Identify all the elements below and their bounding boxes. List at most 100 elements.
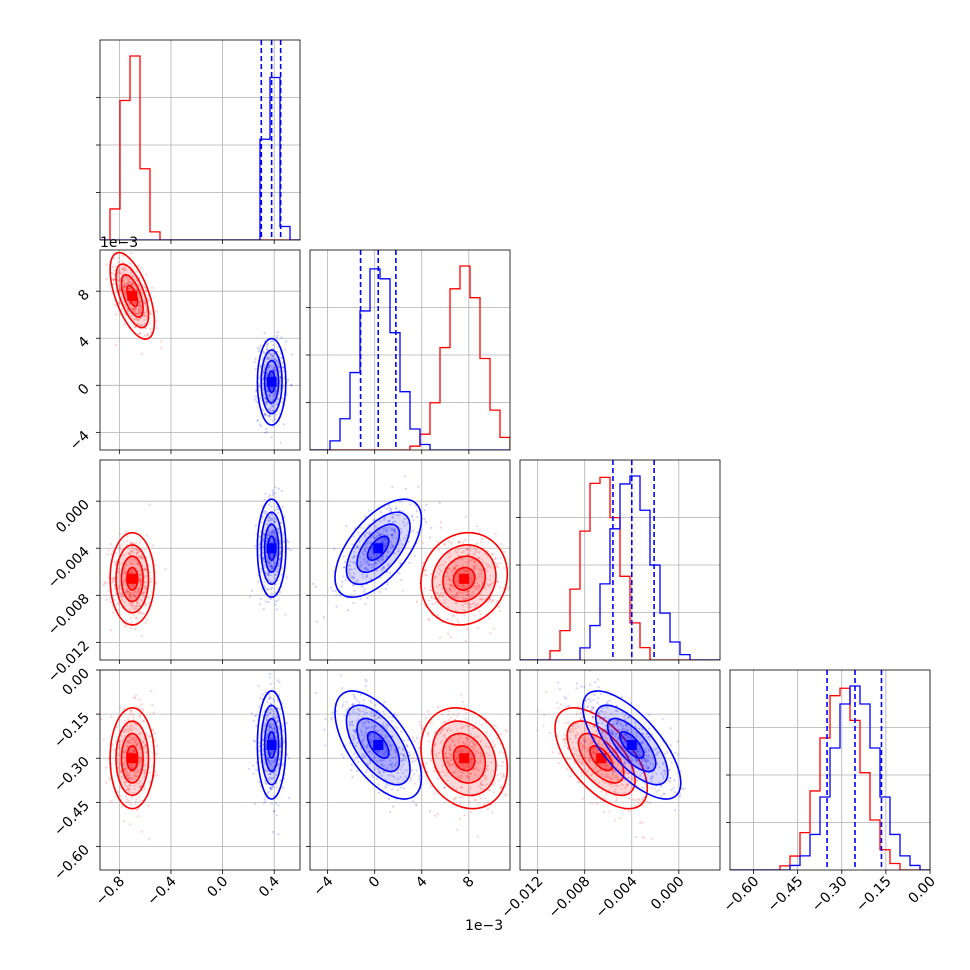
scatter-point xyxy=(148,322,152,325)
scatter-point xyxy=(134,627,137,631)
scatter-point xyxy=(135,743,138,746)
scatter-point xyxy=(129,593,132,596)
scatter-point xyxy=(446,575,449,578)
scatter-point xyxy=(124,748,127,751)
scatter-point xyxy=(145,310,148,313)
scatter-point xyxy=(131,605,134,608)
scatter-point xyxy=(277,570,280,573)
scatter-point xyxy=(443,543,446,546)
scatter-point xyxy=(440,587,443,590)
scatter-point xyxy=(125,774,129,777)
scatter-point xyxy=(89,238,91,240)
scatter-point xyxy=(118,764,122,767)
scatter-point xyxy=(122,756,125,759)
scatter-point xyxy=(351,575,355,578)
scatter-point xyxy=(135,694,138,697)
scatter-point xyxy=(499,609,502,613)
scatter-point xyxy=(364,566,367,569)
scatter-point xyxy=(378,533,381,537)
scatter-point xyxy=(147,299,150,303)
scatter-point xyxy=(274,600,278,603)
scatter-point xyxy=(113,278,116,281)
scatter-point xyxy=(376,535,379,538)
scatter-point xyxy=(124,767,127,770)
scatter-point xyxy=(112,580,116,583)
scatter-point xyxy=(489,597,492,600)
scatter-point xyxy=(109,629,113,632)
scatter-point xyxy=(348,572,351,575)
scatter-point xyxy=(143,548,146,552)
scatter-point xyxy=(450,569,453,572)
scatter-point xyxy=(362,557,366,561)
scatter-point xyxy=(643,836,646,840)
scatter-point xyxy=(144,568,147,571)
scatter-point xyxy=(139,581,142,584)
scatter-panel-3-2 xyxy=(516,669,721,874)
scatter-point xyxy=(151,728,155,731)
scatter-point xyxy=(362,554,366,557)
scatter-point xyxy=(469,559,472,562)
scatter-point xyxy=(449,583,452,587)
scatter-point xyxy=(265,356,269,359)
scatter-point xyxy=(121,267,124,270)
histogram-blue xyxy=(730,685,930,870)
scatter-point xyxy=(363,533,367,537)
scatter-point xyxy=(114,304,117,307)
scatter-point xyxy=(135,601,138,604)
scatter-point xyxy=(112,278,115,282)
scatter-point xyxy=(133,605,137,608)
scatter-point xyxy=(272,367,275,370)
scatter-point xyxy=(139,305,143,308)
scatter-point xyxy=(124,564,128,567)
scatter-point xyxy=(132,741,135,744)
scatter-point xyxy=(122,762,125,766)
scatter-point xyxy=(452,614,456,617)
scatter-point xyxy=(385,541,389,544)
scatter-point xyxy=(483,552,487,555)
scatter-point xyxy=(265,348,269,351)
scatter-point xyxy=(443,599,447,602)
scatter-point xyxy=(402,589,405,592)
scatter-point xyxy=(123,285,126,289)
scatter-point xyxy=(271,565,274,568)
scatter-point xyxy=(106,553,109,556)
scatter-point xyxy=(364,602,367,605)
scatter-point xyxy=(268,561,271,564)
scatter-point xyxy=(581,797,584,800)
scatter-point xyxy=(282,370,285,373)
scatter-point xyxy=(126,788,129,791)
scatter-point xyxy=(141,592,144,595)
scatter-point xyxy=(271,513,274,517)
scatter-point xyxy=(134,542,137,545)
scatter-point xyxy=(145,587,148,590)
scatter-point xyxy=(344,578,347,581)
scatter-point xyxy=(131,275,135,278)
scatter-point xyxy=(273,530,276,533)
scatter-point xyxy=(257,376,261,380)
scatter-point xyxy=(352,555,356,558)
scatter-point xyxy=(418,720,421,724)
scatter-point xyxy=(130,282,133,285)
scatter-point xyxy=(122,750,126,753)
scatter-point xyxy=(123,282,126,285)
scatter-point xyxy=(270,375,274,378)
scatter-point xyxy=(132,551,135,554)
scatter-point xyxy=(265,600,268,603)
scatter-point xyxy=(267,519,271,522)
scatter-point xyxy=(275,336,278,339)
scatter-point xyxy=(661,717,664,720)
scatter-point xyxy=(275,540,278,543)
scatter-point xyxy=(254,395,258,398)
scatter-point xyxy=(143,286,146,289)
scatter-point xyxy=(378,534,382,537)
scatter-point xyxy=(135,741,138,744)
scatter-point xyxy=(516,764,518,766)
scatter-point xyxy=(144,289,148,293)
scatter-point xyxy=(465,561,468,564)
scatter-point xyxy=(156,774,159,777)
scatter-point xyxy=(139,287,143,290)
scatter-point xyxy=(362,552,365,555)
scatter-point xyxy=(395,507,398,511)
scatter-point xyxy=(123,735,126,738)
scatter-point xyxy=(130,616,133,619)
